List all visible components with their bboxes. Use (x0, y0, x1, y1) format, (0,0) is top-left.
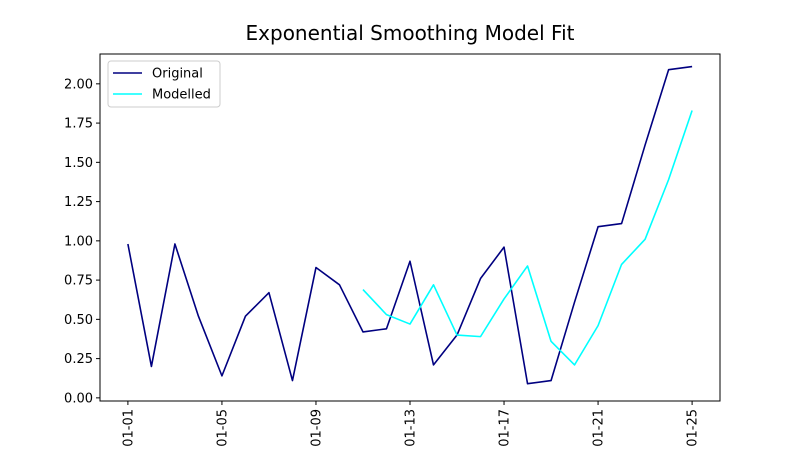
legend: Original Modelled (107, 60, 221, 108)
y-tick-label: 2.00 (64, 77, 93, 92)
x-tick-label: 01-21 (592, 409, 607, 447)
x-tick-label: 01-25 (686, 409, 701, 447)
x-tick-label: 01-01 (121, 409, 136, 447)
y-tick-label: 0.75 (64, 274, 93, 289)
x-tick-label: 01-05 (215, 409, 230, 447)
x-tick-label: 01-09 (309, 409, 324, 447)
series-line-modelled (362, 110, 693, 366)
x-tick-label: 01-17 (498, 409, 513, 447)
y-tick-label: 1.75 (64, 117, 93, 132)
y-axis: 0.00 0.25 0.50 0.75 1.00 1.25 1.50 1.75 2.00 (64, 77, 100, 406)
y-tick-label: 0.50 (64, 313, 93, 328)
x-tick-label: 01-13 (404, 409, 419, 447)
legend-label: Original (152, 67, 203, 82)
legend-label: Modelled (152, 88, 211, 103)
y-tick-label: 1.00 (64, 234, 93, 249)
y-tick-label: 1.25 (64, 195, 93, 210)
x-axis: 01-01 01-05 01-09 01-13 01-17 01-21 01-25 (121, 401, 701, 447)
y-tick-label: 0.00 (64, 391, 93, 406)
plot-frame (99, 53, 721, 402)
chart-title: Exponential Smoothing Model Fit (246, 21, 575, 45)
plot-series (127, 65, 693, 385)
series-line-original (127, 65, 693, 385)
y-tick-label: 1.50 (64, 156, 93, 171)
y-tick-label: 0.25 (64, 352, 93, 367)
